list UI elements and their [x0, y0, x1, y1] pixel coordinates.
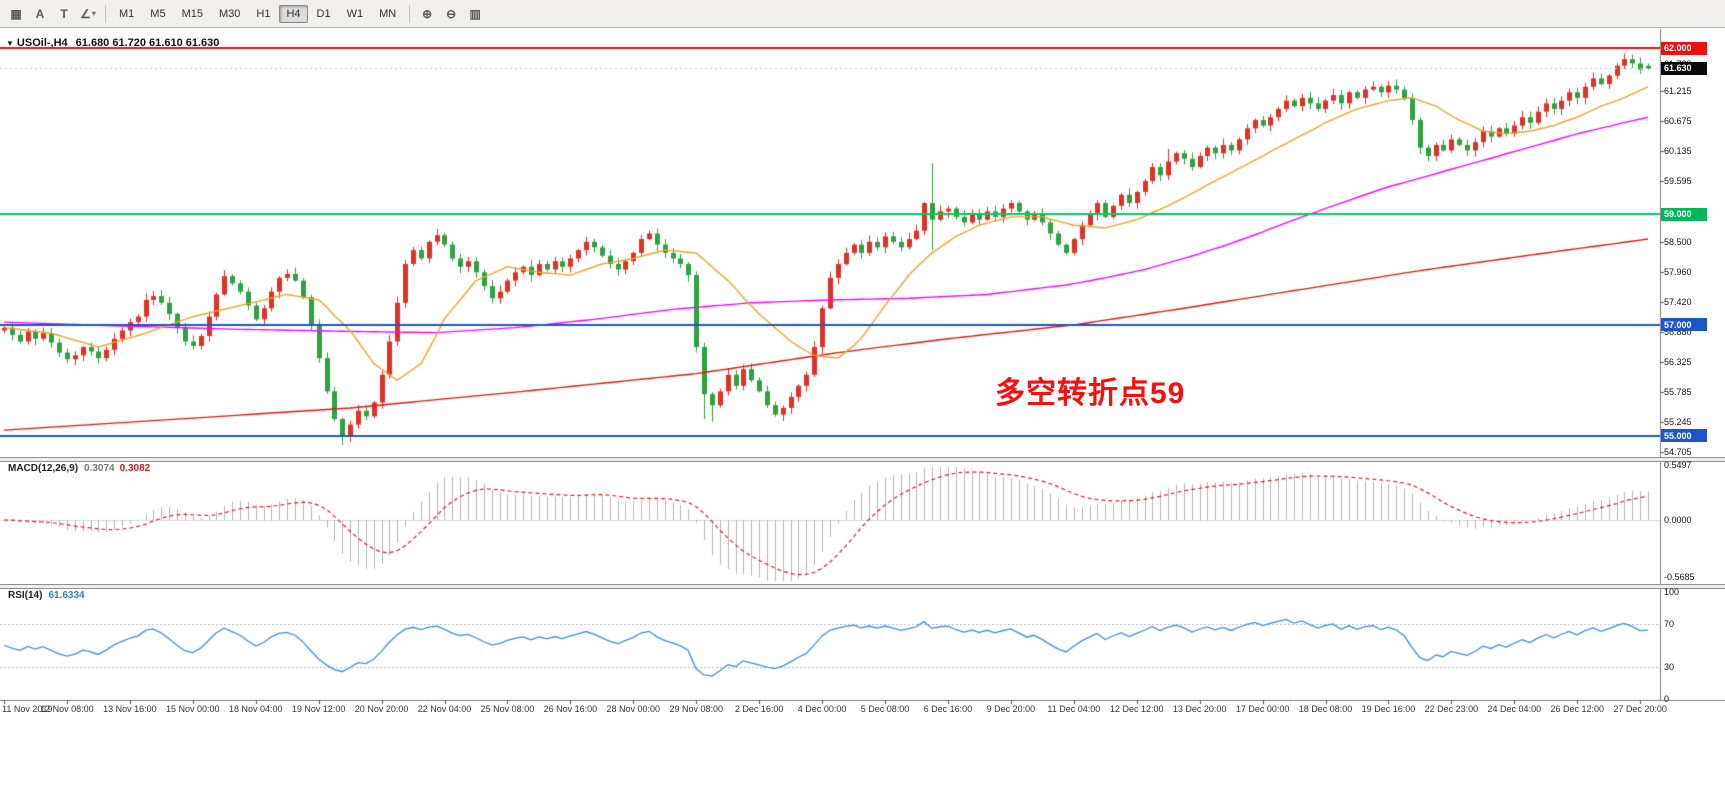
- toolbar-separator: [409, 4, 411, 23]
- rsi-label: RSI(14): [8, 590, 43, 601]
- time-axis-label: 11 Dec 04:00: [1047, 704, 1101, 714]
- price-level-tag: 59.000: [1661, 207, 1707, 221]
- rsi-axis-label: 30: [1664, 661, 1675, 672]
- timeframe-button-m30[interactable]: M30: [218, 7, 241, 20]
- time-axis-label: 29 Nov 08:00: [669, 704, 723, 714]
- timeframe-button-d1[interactable]: D1: [316, 7, 331, 20]
- time-axis-label: 26 Dec 12:00: [1550, 704, 1605, 714]
- panel-splitter-macd[interactable]: [0, 457, 1725, 462]
- time-axis-label: 9 Dec 20:00: [986, 704, 1036, 714]
- price-tick-label: 57.960: [1664, 266, 1692, 277]
- timeframe-button-m5[interactable]: M5: [150, 7, 166, 20]
- chart-menu-arrow-icon[interactable]: ▼: [6, 39, 14, 48]
- price-tick-label: 55.245: [1664, 417, 1692, 428]
- time-axis-label: 26 Nov 16:00: [543, 704, 598, 714]
- macd-axis-label: 0.0000: [1664, 515, 1692, 525]
- rsi-axis-label: 0: [1664, 694, 1670, 704]
- zoom-in-icon[interactable]: ⊕: [422, 6, 433, 21]
- time-axis-label: 13 Nov 16:00: [103, 704, 157, 714]
- macd-signal-value: 0.3082: [119, 463, 151, 474]
- time-axis-label: 15 Nov 00:00: [166, 704, 220, 714]
- timeframe-button-m15[interactable]: M15: [181, 7, 203, 20]
- price-level-tag: 57.000: [1661, 318, 1707, 332]
- time-axis-label: 13 Dec 20:00: [1172, 704, 1227, 714]
- time-axis-label: 19 Dec 16:00: [1361, 704, 1416, 714]
- zoom-out-icon[interactable]: ⊖: [446, 6, 457, 21]
- price-tick-label: 61.215: [1664, 86, 1692, 97]
- time-axis-label: 17 Dec 00:00: [1235, 704, 1290, 714]
- time-axis-label: 25 Nov 08:00: [480, 704, 535, 714]
- time-axis-label: 11 Nov 2019: [2, 704, 53, 714]
- timeframe-button-m1[interactable]: M1: [119, 7, 135, 20]
- cursor-tool-icon[interactable]: A: [35, 6, 45, 21]
- time-axis-label: 20 Nov 20:00: [354, 704, 409, 714]
- chart-annotation-text[interactable]: 多空转折点59: [995, 377, 1186, 410]
- chevron-down-icon: ▾: [91, 9, 96, 18]
- rsi-axis-label: 70: [1664, 619, 1675, 630]
- chart-header: ▼ USOil-,H4 61.680 61.720 61.610 61.630: [6, 37, 219, 49]
- timeframe-button-w1[interactable]: W1: [346, 7, 364, 20]
- shapes-tool-icon[interactable]: ∠ ▾: [80, 6, 96, 21]
- time-axis-label: 22 Dec 23:00: [1424, 704, 1479, 714]
- zoom-tools-group: ⊕ ⊖ ▥: [415, 3, 487, 25]
- time-axis-label: 18 Dec 08:00: [1298, 704, 1353, 714]
- timeframe-button-h1[interactable]: H1: [256, 7, 271, 20]
- price-tick-label: 54.705: [1664, 446, 1692, 457]
- chart-symbol-timeframe: USOil-,H4: [16, 37, 68, 49]
- price-tick-label: 55.785: [1664, 387, 1692, 398]
- toolbar: ▦ A T ∠ ▾ M1 M5 M15 M30 H1 H4 D1 W1 MN ⊕ ⊖ ▥: [0, 0, 1725, 28]
- price-tick-label: 60.135: [1664, 146, 1692, 157]
- macd-label: MACD(12,26,9): [8, 463, 79, 474]
- price-tick-label: 58.500: [1664, 236, 1692, 247]
- time-axis-label: 22 Nov 04:00: [417, 704, 472, 714]
- timeframe-button-h4[interactable]: H4: [279, 4, 308, 23]
- drawing-tools-group: ▦ A T ∠ ▾: [4, 3, 100, 25]
- time-axis-label: 2 Dec 16:00: [734, 704, 784, 714]
- time-axis-label: 4 Dec 00:00: [797, 704, 847, 714]
- rsi-label-row: RSI(14) 61.6334: [8, 590, 85, 601]
- time-axis-label: 12 Nov 08:00: [40, 704, 94, 714]
- time-axis-label: 19 Nov 12:00: [291, 704, 346, 714]
- price-tick-label: 59.595: [1664, 176, 1692, 187]
- price-tick-label: 56.880: [1664, 326, 1692, 337]
- time-axis-label: 28 Nov 00:00: [606, 704, 661, 714]
- price-tick-label: 57.420: [1664, 296, 1692, 307]
- price-tick-label: 60.675: [1664, 116, 1692, 127]
- macd-main-value: 0.3074: [84, 463, 115, 474]
- rsi-axis-label: 100: [1664, 587, 1680, 597]
- current-price-tag: 61.630: [1661, 61, 1707, 75]
- windows-icon[interactable]: ▦: [10, 6, 22, 21]
- timeframe-button-mn[interactable]: MN: [379, 7, 397, 20]
- price-level-tag: 62.000: [1661, 41, 1707, 55]
- price-tick-label: 56.325: [1664, 357, 1692, 368]
- macd-axis-label: -0.5685: [1664, 571, 1695, 582]
- time-axis-label: 24 Dec 04:00: [1487, 704, 1542, 714]
- toolbar-separator: [105, 4, 106, 23]
- timeframe-group: M1 M5 M15 M30 H1 H4 D1 W1 MN: [111, 4, 404, 23]
- macd-label-row: MACD(12,26,9) 0.3074 0.3082: [8, 463, 150, 474]
- time-axis-label: 12 Dec 12:00: [1109, 704, 1164, 714]
- text-tool-icon[interactable]: T: [60, 6, 68, 21]
- time-axis-label: 6 Dec 16:00: [923, 704, 973, 714]
- chart-ohlc-values: 61.680 61.720 61.610 61.630: [75, 37, 220, 49]
- time-axis-label: 18 Nov 04:00: [228, 704, 283, 714]
- rsi-value: 61.6334: [48, 590, 85, 601]
- macd-axis-label: 0.5497: [1664, 460, 1692, 471]
- price-level-tag: 55.000: [1661, 429, 1707, 443]
- time-axis-label: 5 Dec 08:00: [860, 704, 910, 714]
- time-axis-label: 27 Dec 20:00: [1613, 704, 1667, 714]
- panel-splitter-rsi[interactable]: [0, 584, 1725, 589]
- tile-windows-icon[interactable]: ▥: [469, 6, 481, 21]
